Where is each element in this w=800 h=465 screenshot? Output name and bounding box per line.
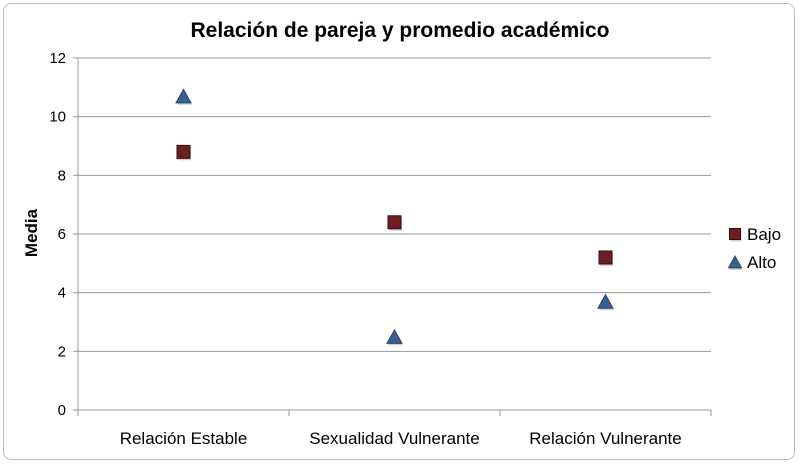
legend: Bajo Alto [727,225,781,272]
gridlines [78,57,711,352]
point-alto [386,328,403,344]
y-tick-label: 4 [58,285,66,302]
y-tick-label: 6 [58,226,66,243]
y-tick-label: 2 [58,343,66,360]
legend-marker-bajo [729,228,741,240]
point-bajo [176,144,191,159]
chart-frame [3,3,795,460]
y-axis-label: Media [22,208,41,257]
y-tick-label: 0 [58,402,66,419]
point-bajo [598,250,613,265]
x-tick-label: Relación Estable [120,429,248,448]
point-alto [175,88,192,104]
x-tick-labels: Relación Estable Sexualidad Vulnerante Rel… [120,429,682,448]
chart-title: Relación de pareja y promedio académico [191,19,610,42]
y-tick-label: 12 [49,50,66,67]
y-tick-label: 10 [49,109,66,126]
legend-label-alto: Alto [747,253,776,272]
legend-label-bajo: Bajo [747,225,781,244]
legend-marker-alto [727,255,743,269]
y-tick-labels: 0 2 4 6 8 10 12 [49,50,66,419]
x-tick-label: Relación Vulnerante [529,429,681,448]
data-points [175,88,614,346]
y-tick-label: 8 [58,167,66,184]
axes [73,57,712,416]
x-tick-label: Sexualidad Vulnerante [309,429,479,448]
point-alto [597,293,614,309]
point-bajo [387,215,402,230]
